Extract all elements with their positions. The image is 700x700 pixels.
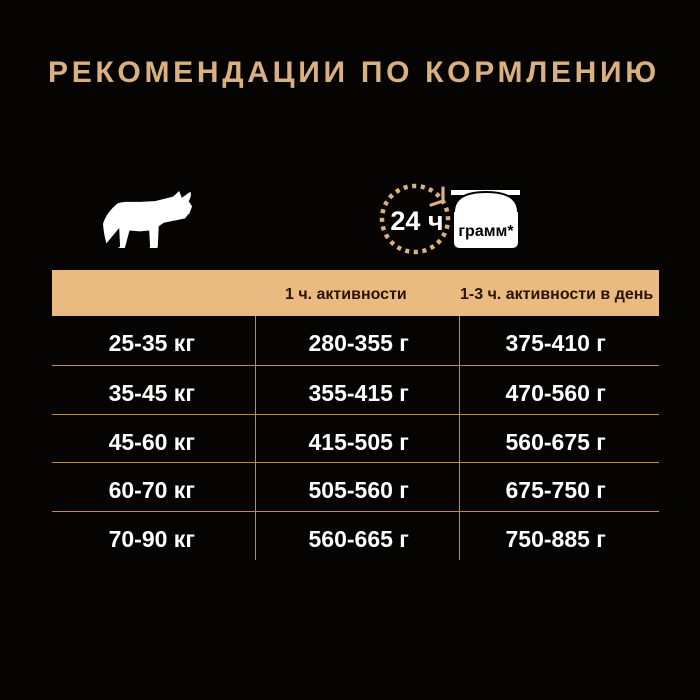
- svg-text:грамм*: грамм*: [458, 223, 514, 240]
- svg-text:24 ч: 24 ч: [390, 206, 443, 236]
